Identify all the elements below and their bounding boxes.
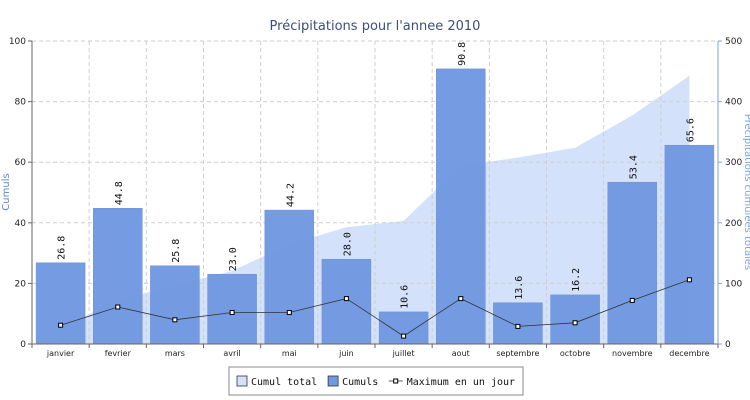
maximum-point-mai	[286, 310, 292, 315]
y2-tick-label: 500	[725, 37, 742, 47]
y-tick-label: 20	[15, 279, 27, 289]
maximum-point-septembre	[515, 323, 521, 329]
maximum-point-octobre	[572, 320, 578, 326]
legend-swatch-cumul-total	[236, 375, 248, 387]
maximum-point-janvier	[58, 322, 64, 328]
x-tick-label: octobre	[560, 349, 591, 358]
bar-avril	[207, 274, 257, 345]
legend-label-maximum: Maximum en un jour	[407, 377, 515, 388]
y-tick-label: 60	[15, 158, 27, 168]
legend-label-cumuls: Cumuls	[342, 377, 378, 388]
x-tick-label: septembre	[496, 349, 539, 358]
grid-lines	[32, 40, 718, 344]
bar-value-label: 28.0	[342, 232, 353, 256]
legend: Cumul total Cumuls Maximum en un jour	[228, 366, 524, 396]
bar-aout	[436, 68, 486, 345]
bar-value-label: 26.8	[57, 236, 68, 260]
x-tick-label: mai	[282, 349, 297, 358]
bar-septembre	[493, 302, 543, 345]
bar-novembre	[607, 181, 658, 345]
y2-tick-label: 300	[725, 158, 742, 168]
bar-fevrier	[93, 208, 143, 345]
bar-juin	[321, 258, 372, 345]
legend-swatch-cumuls	[327, 375, 339, 387]
maximum-point-juillet	[401, 333, 407, 339]
maximum-point-avril	[229, 310, 235, 315]
bar-value-labels: 26.8 44.8 25.8 23.0 44.2 28.0 10.6 90.8 13.6 16.2…	[57, 42, 697, 309]
bar-value-label: 44.8	[114, 181, 125, 205]
y-tick-label: 40	[15, 219, 27, 229]
maximum-line-path	[60, 279, 690, 337]
legend-swatch-maximum-marker	[393, 378, 399, 384]
maximum-line	[58, 277, 692, 339]
bar-value-label: 53.4	[628, 155, 639, 179]
legend-box	[228, 366, 524, 396]
y2-tick-label: 100	[725, 279, 742, 289]
y-axis-title: Cumuls	[1, 173, 12, 210]
bar-value-label: 13.6	[514, 276, 525, 300]
bar-juillet	[378, 311, 429, 345]
bar-value-label: 65.6	[685, 118, 696, 142]
y2-tick-label: 0	[725, 340, 731, 350]
chart-title: Précipitations pour l'annee 2010	[270, 19, 481, 34]
bar-value-label: 16.2	[571, 268, 582, 292]
bar-octobre	[550, 294, 600, 345]
bar-value-label: 25.8	[171, 239, 182, 263]
y2-axis-title: Précipitations cumulées totales	[742, 114, 750, 271]
y-tick-label: 0	[20, 340, 26, 350]
bar-janvier	[35, 262, 86, 345]
bar-value-label: 23.0	[228, 247, 239, 271]
x-tick-label: fevrier	[105, 349, 132, 358]
maximum-point-mars	[172, 317, 178, 323]
bar-mars	[150, 265, 200, 345]
x-tick-label: decembre	[669, 349, 709, 358]
bar-value-label: 10.6	[400, 285, 411, 309]
y-tick-label: 80	[15, 98, 27, 108]
x-tick-label: mars	[165, 349, 185, 358]
bar-decembre	[664, 144, 715, 345]
maximum-point-decembre	[686, 277, 692, 283]
x-tick-label: novembre	[612, 349, 653, 358]
maximum-point-fevrier	[115, 304, 121, 310]
maximum-point-aout	[458, 296, 464, 302]
maximum-point-novembre	[629, 297, 635, 303]
bar-value-label: 90.8	[457, 42, 468, 66]
x-tick-label: juillet	[392, 349, 415, 358]
maximum-point-juin	[343, 296, 349, 302]
x-tick-label: avril	[223, 349, 240, 358]
legend-label-cumul-total: Cumul total	[251, 377, 317, 388]
y-tick-label: 100	[9, 37, 26, 47]
axes: 0 20 40 60 80 100 0 100 200 300 400 500 janvier fevri…	[9, 37, 743, 358]
cumuls-bars	[35, 68, 715, 345]
bar-value-label: 44.2	[285, 183, 296, 207]
x-tick-label: janvier	[46, 349, 75, 358]
bar-mai	[264, 209, 315, 345]
y2-tick-label: 400	[725, 98, 742, 108]
x-tick-label: aout	[452, 349, 470, 358]
x-tick-label: juin	[338, 349, 354, 358]
y2-tick-label: 200	[725, 219, 742, 229]
